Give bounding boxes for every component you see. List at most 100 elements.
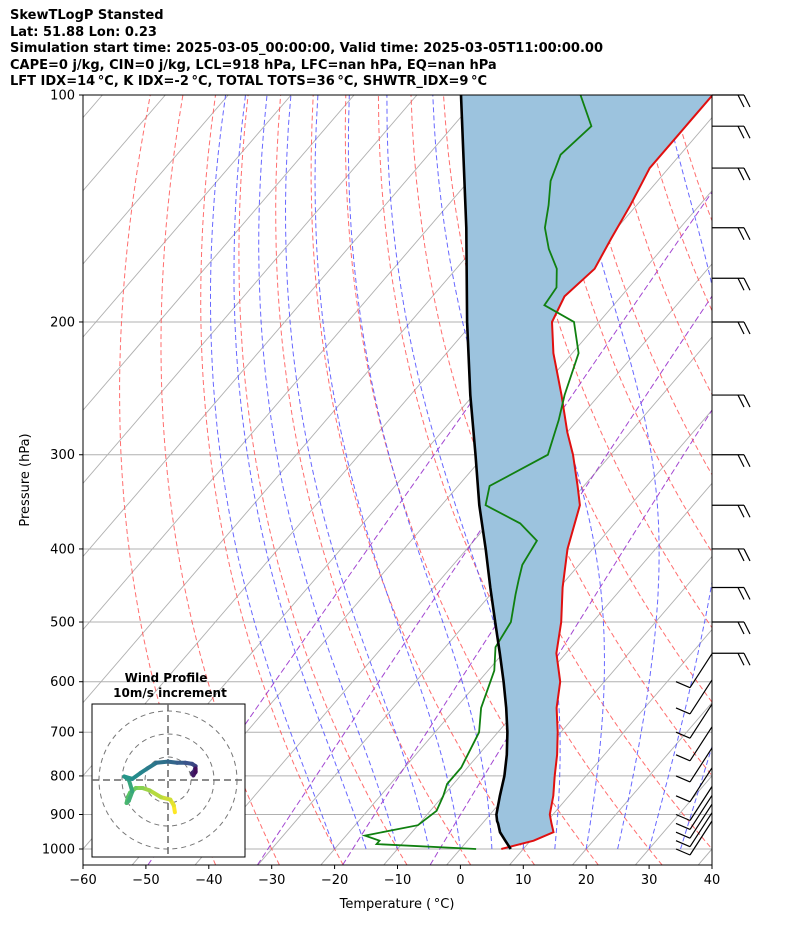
- moist-adiabat-line: [386, 95, 525, 850]
- dry-adiabat-line: [671, 95, 712, 223]
- x-tick-label: 20: [578, 873, 595, 888]
- isotherm-line: [635, 775, 712, 865]
- wind-barb: [712, 167, 751, 181]
- y-tick-label: 400: [50, 542, 75, 557]
- x-tick-label: −10: [384, 873, 411, 888]
- location-line: Lat: 51.88 Lon: 0.23: [10, 24, 157, 40]
- isotherm-line: [509, 628, 712, 865]
- dry-adiabat-line: [344, 95, 599, 865]
- y-tick-label: 1000: [42, 843, 75, 858]
- dry-adiabat-line: [508, 95, 712, 629]
- dry-adiabat-line: [540, 95, 712, 553]
- temperature-profile-line: [501, 95, 712, 850]
- x-tick-label: −50: [132, 873, 159, 888]
- wind-barbs: [675, 94, 751, 856]
- wind-barb: [712, 652, 751, 666]
- isotherm-line: [257, 336, 712, 865]
- hodograph-segment: [126, 778, 135, 794]
- time-line: Simulation start time: 2025-03-05_00:00:…: [10, 41, 603, 57]
- y-tick-label: 600: [50, 675, 75, 690]
- isotherm-line: [83, 95, 103, 119]
- dry-adiabat-line: [377, 95, 663, 865]
- dry-adiabat-lines: [119, 95, 712, 865]
- x-tick-label: 0: [456, 873, 464, 888]
- wind-barb: [712, 277, 751, 291]
- x-tick-label: 10: [515, 873, 532, 888]
- wind-barb: [712, 94, 751, 108]
- chart-header: SkewTLogP Stansted Lat: 51.88 Lon: 0.23 …: [10, 8, 603, 91]
- x-tick-label: −20: [321, 873, 348, 888]
- wind-barb: [675, 726, 713, 762]
- x-tick-label: −40: [195, 873, 222, 888]
- hodograph-title: Wind Profile: [125, 671, 208, 685]
- wind-barb: [712, 586, 751, 600]
- wind-barb: [675, 703, 713, 739]
- hodograph-subtitle: 10m/s increment: [113, 686, 227, 700]
- wind-barb: [675, 820, 713, 856]
- x-axis-label: Temperature ( °C): [339, 897, 455, 912]
- wind-barb: [712, 321, 751, 335]
- wind-barb: [712, 454, 751, 468]
- dry-adiabat-line: [573, 95, 712, 476]
- chart-title: SkewTLogP Stansted: [10, 8, 164, 23]
- mixing-ratio-line: [256, 191, 712, 865]
- x-tick-label: −30: [258, 873, 285, 888]
- moist-adiabat-line: [284, 95, 430, 850]
- wind-barb: [675, 803, 713, 839]
- isotherm-line: [320, 409, 712, 865]
- plot-area: [83, 95, 794, 865]
- wind-barb: [712, 621, 751, 635]
- moist-adiabat-line: [564, 95, 660, 850]
- x-axis-ticks: −60 −50 −40 −30 −20 −10 0 10 20 30 40: [69, 865, 720, 888]
- isotherm-line: [383, 482, 712, 865]
- y-tick-label: 900: [50, 808, 75, 823]
- wind-barb: [675, 767, 713, 803]
- wind-barb: [675, 795, 713, 831]
- mixing-ratio-line: [342, 295, 712, 865]
- y-tick-label: 500: [50, 616, 75, 631]
- isotherm-line: [83, 95, 481, 558]
- moist-adiabat-line: [648, 95, 712, 850]
- hodograph-trace: [122, 759, 198, 815]
- hodograph-inset: Wind Profile 10m/s increment: [91, 671, 246, 858]
- dewpoint-profile-line: [361, 95, 593, 850]
- dry-adiabat-line: [605, 95, 712, 396]
- wind-barb: [712, 125, 751, 139]
- wind-barb: [675, 812, 713, 848]
- moist-adiabat-line: [210, 95, 336, 850]
- x-tick-label: −60: [69, 873, 96, 888]
- indices-line: LFT IDX=14 °C, K IDX=-2 °C, TOTAL TOTS=3…: [10, 74, 488, 90]
- dry-adiabat-line: [238, 95, 408, 865]
- y-axis-label: Pressure (hPa): [18, 433, 33, 526]
- isotherm-line: [83, 95, 418, 484]
- y-axis-ticks: 1000 900 800 700 600 500 400 300 200 100: [42, 89, 83, 858]
- moist-adiabat-line: [258, 95, 398, 850]
- wind-barb: [675, 747, 713, 783]
- wind-barb: [712, 548, 751, 562]
- wind-barb: [712, 394, 751, 408]
- isotherm-line: [83, 95, 544, 631]
- moist-adiabat-line: [314, 95, 461, 850]
- dry-adiabat-line: [200, 95, 344, 865]
- wind-barb: [675, 653, 713, 689]
- isotherm-line: [572, 702, 712, 865]
- parcel-profile-line: [459, 95, 512, 850]
- y-tick-label: 300: [50, 448, 75, 463]
- isotherm-line: [83, 95, 292, 338]
- x-tick-label: 30: [641, 873, 658, 888]
- moist-adiabat-line: [347, 95, 493, 850]
- cape-shaded-area: [461, 95, 712, 849]
- y-tick-label: 100: [50, 89, 75, 104]
- y-tick-label: 200: [50, 315, 75, 330]
- dry-adiabat-line: [160, 95, 280, 865]
- hodograph-segment: [147, 788, 164, 800]
- isotherm-line: [697, 848, 712, 865]
- moist-adiabat-line: [490, 95, 606, 850]
- y-tick-label: 800: [50, 769, 75, 784]
- isotherm-line: [761, 95, 794, 865]
- dry-adiabat-line: [638, 95, 712, 312]
- isotherm-line: [83, 95, 229, 265]
- y-tick-label: 700: [50, 726, 75, 741]
- x-tick-label: 40: [704, 873, 721, 888]
